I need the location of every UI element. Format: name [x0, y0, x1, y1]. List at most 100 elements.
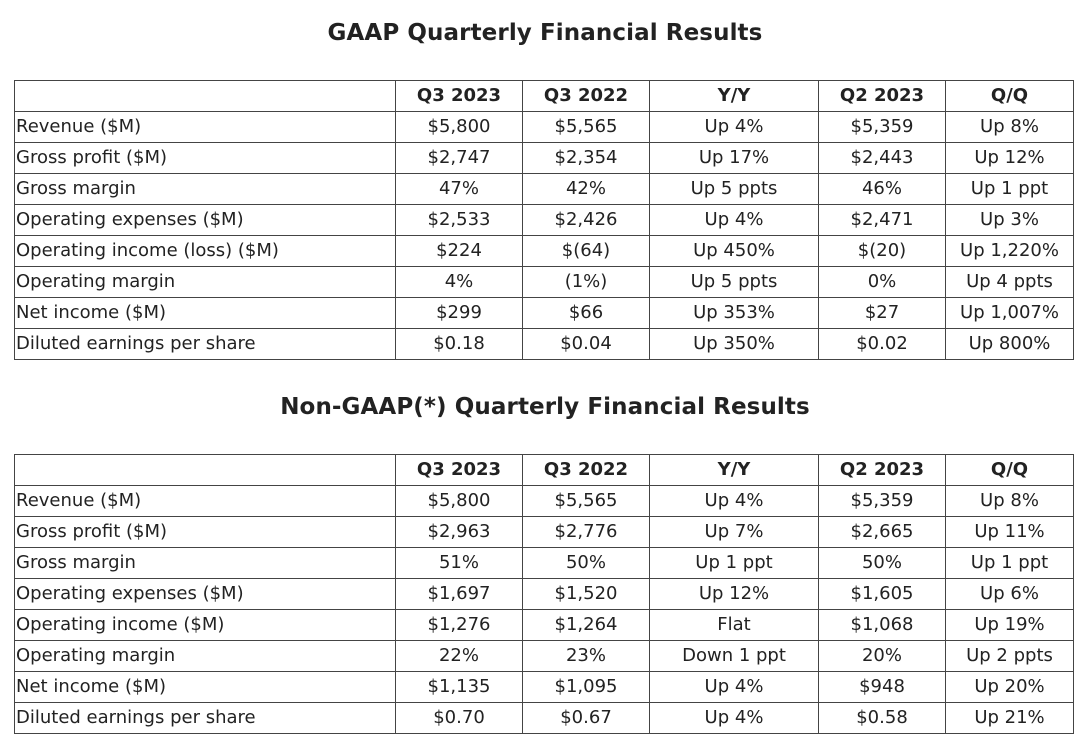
cell-q3-2023: $0.18 — [395, 328, 523, 360]
row-label: Operating margin — [14, 640, 396, 672]
cell-yy-change: Up 4% — [649, 702, 819, 734]
table-row: Diluted earnings per share $0.18 $0.04 Up 3… — [14, 328, 1074, 360]
row-label: Gross profit ($M) — [14, 142, 396, 174]
table-row: Revenue ($M) $5,800 $5,565 Up 4% $5,359 Up 8% — [14, 111, 1074, 143]
cell-yy-change: Up 17% — [649, 142, 819, 174]
cell-q2-2023: $1,068 — [818, 609, 946, 641]
cell-qq-change: Up 21% — [945, 702, 1074, 734]
cell-q3-2023: $299 — [395, 297, 523, 329]
table-row: Gross margin 47% 42% Up 5 ppts 46% Up 1 ppt — [14, 173, 1074, 205]
column-header-q3-2023: Q3 2023 — [395, 80, 523, 112]
table-row: Net income ($M) $299 $66 Up 353% $27 Up 1,007… — [14, 297, 1074, 329]
gaap-table-title: GAAP Quarterly Financial Results — [327, 20, 763, 46]
cell-q2-2023: 20% — [818, 640, 946, 672]
cell-q2-2023: $5,359 — [818, 485, 946, 517]
cell-yy-change: Up 4% — [649, 671, 819, 703]
cell-q3-2023: 47% — [395, 173, 523, 205]
cell-q3-2023: $5,800 — [395, 111, 523, 143]
nongaap-table-header: Q3 2023 Q3 2022 Y/Y Q2 2023 Q/Q — [14, 454, 1074, 486]
gaap-table-header: Q3 2023 Q3 2022 Y/Y Q2 2023 Q/Q — [14, 80, 1074, 112]
cell-yy-change: Up 4% — [649, 111, 819, 143]
cell-q2-2023: $(20) — [818, 235, 946, 267]
cell-q3-2023: 51% — [395, 547, 523, 579]
cell-yy-change: Up 4% — [649, 204, 819, 236]
cell-yy-change: Up 7% — [649, 516, 819, 548]
column-header-q3-2022: Q3 2022 — [522, 80, 650, 112]
row-label: Gross margin — [14, 547, 396, 579]
cell-q2-2023: 0% — [818, 266, 946, 298]
cell-q3-2023: $5,800 — [395, 485, 523, 517]
cell-qq-change: Up 12% — [945, 142, 1074, 174]
column-header-q3-2023: Q3 2023 — [395, 454, 523, 486]
cell-qq-change: Up 800% — [945, 328, 1074, 360]
cell-qq-change: Up 1 ppt — [945, 547, 1074, 579]
nongaap-results-table: Q3 2023 Q3 2022 Y/Y Q2 2023 Q/Q Revenue ($M)… — [14, 454, 1074, 734]
cell-q3-2023: $2,963 — [395, 516, 523, 548]
header-row: Q3 2023 Q3 2022 Y/Y Q2 2023 Q/Q — [14, 80, 1074, 112]
row-label: Net income ($M) — [14, 297, 396, 329]
row-label: Gross profit ($M) — [14, 516, 396, 548]
row-label: Operating margin — [14, 266, 396, 298]
gaap-table-body: Revenue ($M) $5,800 $5,565 Up 4% $5,359 Up 8%… — [14, 111, 1074, 360]
table-row: Gross profit ($M) $2,963 $2,776 Up 7% $2,665… — [14, 516, 1074, 548]
table-row: Operating margin 4% (1%) Up 5 ppts 0% Up 4 pp… — [14, 266, 1074, 298]
cell-q2-2023: $948 — [818, 671, 946, 703]
header-row: Q3 2023 Q3 2022 Y/Y Q2 2023 Q/Q — [14, 454, 1074, 486]
table-row: Net income ($M) $1,135 $1,095 Up 4% $948 Up 2… — [14, 671, 1074, 703]
cell-q3-2023: $0.70 — [395, 702, 523, 734]
column-header-metric — [14, 80, 396, 112]
cell-qq-change: Up 11% — [945, 516, 1074, 548]
cell-yy-change: Up 450% — [649, 235, 819, 267]
table-row: Revenue ($M) $5,800 $5,565 Up 4% $5,359 Up 8% — [14, 485, 1074, 517]
cell-q3-2022: $5,565 — [522, 485, 650, 517]
gaap-results-table: Q3 2023 Q3 2022 Y/Y Q2 2023 Q/Q Revenue ($M)… — [14, 80, 1074, 360]
cell-yy-change: Down 1 ppt — [649, 640, 819, 672]
cell-q2-2023: $5,359 — [818, 111, 946, 143]
table-row: Diluted earnings per share $0.70 $0.67 Up 4… — [14, 702, 1074, 734]
row-label: Net income ($M) — [14, 671, 396, 703]
table-row: Operating expenses ($M) $2,533 $2,426 Up 4%… — [14, 204, 1074, 236]
cell-q3-2023: $1,276 — [395, 609, 523, 641]
nongaap-table-body: Revenue ($M) $5,800 $5,565 Up 4% $5,359 Up 8%… — [14, 485, 1074, 734]
table-row: Operating expenses ($M) $1,697 $1,520 Up 12… — [14, 578, 1074, 610]
table-row: Operating margin 22% 23% Down 1 ppt 20% Up 2 … — [14, 640, 1074, 672]
column-header-yy-change: Y/Y — [649, 80, 819, 112]
table-row: Gross margin 51% 50% Up 1 ppt 50% Up 1 ppt — [14, 547, 1074, 579]
cell-q3-2022: 42% — [522, 173, 650, 205]
cell-q3-2023: $2,747 — [395, 142, 523, 174]
cell-q2-2023: 46% — [818, 173, 946, 205]
cell-q3-2022: 23% — [522, 640, 650, 672]
cell-q3-2022: $5,565 — [522, 111, 650, 143]
nongaap-table-title: Non-GAAP(*) Quarterly Financial Results — [280, 394, 810, 420]
cell-q3-2023: $224 — [395, 235, 523, 267]
row-label: Operating income (loss) ($M) — [14, 235, 396, 267]
cell-yy-change: Flat — [649, 609, 819, 641]
cell-qq-change: Up 19% — [945, 609, 1074, 641]
row-label: Gross margin — [14, 173, 396, 205]
cell-yy-change: Up 5 ppts — [649, 173, 819, 205]
column-header-q2-2023: Q2 2023 — [818, 454, 946, 486]
cell-q3-2022: $2,354 — [522, 142, 650, 174]
cell-q2-2023: $0.02 — [818, 328, 946, 360]
row-label: Diluted earnings per share — [14, 702, 396, 734]
cell-q3-2022: $1,095 — [522, 671, 650, 703]
cell-q3-2023: 4% — [395, 266, 523, 298]
table-row: Operating income (loss) ($M) $224 $(64) Up … — [14, 235, 1074, 267]
cell-q3-2022: $0.04 — [522, 328, 650, 360]
column-header-qq-change: Q/Q — [945, 80, 1074, 112]
cell-q2-2023: $1,605 — [818, 578, 946, 610]
cell-q2-2023: $2,471 — [818, 204, 946, 236]
cell-q2-2023: $2,443 — [818, 142, 946, 174]
table-row: Operating income ($M) $1,276 $1,264 Flat $1,… — [14, 609, 1074, 641]
cell-q3-2022: $0.67 — [522, 702, 650, 734]
row-label: Diluted earnings per share — [14, 328, 396, 360]
cell-q2-2023: 50% — [818, 547, 946, 579]
column-header-q3-2022: Q3 2022 — [522, 454, 650, 486]
cell-q3-2022: $2,426 — [522, 204, 650, 236]
cell-yy-change: Up 1 ppt — [649, 547, 819, 579]
cell-qq-change: Up 6% — [945, 578, 1074, 610]
cell-yy-change: Up 5 ppts — [649, 266, 819, 298]
cell-qq-change: Up 8% — [945, 485, 1074, 517]
cell-q3-2022: $1,264 — [522, 609, 650, 641]
cell-yy-change: Up 350% — [649, 328, 819, 360]
